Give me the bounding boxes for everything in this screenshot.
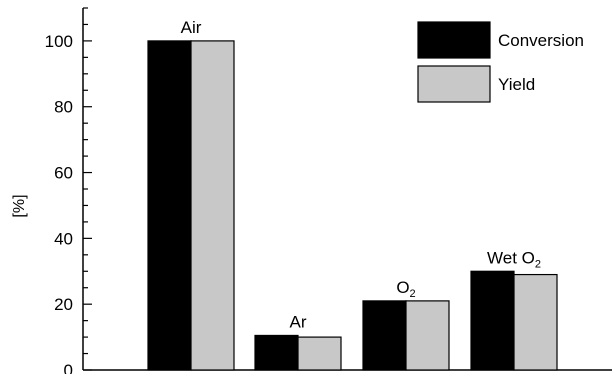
y-tick-label: 100 bbox=[45, 32, 73, 51]
bars bbox=[147, 40, 558, 371]
bar-yield-ar bbox=[297, 336, 342, 371]
legend-label-yield: Yield bbox=[498, 75, 535, 94]
y-tick-label: 60 bbox=[54, 164, 73, 183]
category-label-air: Air bbox=[181, 18, 202, 37]
y-axis-label: [%] bbox=[11, 194, 28, 217]
bar-yield-o2 bbox=[405, 300, 450, 371]
legend-swatch-conversion bbox=[417, 21, 491, 59]
category-labels: Air Ar O2 Wet O2 bbox=[181, 18, 541, 332]
category-label-o2: O2 bbox=[396, 278, 415, 300]
y-tick-label: 0 bbox=[64, 361, 73, 374]
category-label-ar: Ar bbox=[290, 312, 307, 331]
legend: Conversion Yield bbox=[417, 21, 584, 103]
y-tick-label: 40 bbox=[54, 229, 73, 248]
bar-yield-air bbox=[190, 40, 235, 371]
category-label-wet-o2: Wet O2 bbox=[487, 248, 541, 270]
bar-conversion-air bbox=[147, 40, 192, 371]
bar-conversion-ar bbox=[254, 334, 299, 371]
bar-conversion-o2 bbox=[362, 300, 407, 371]
legend-label-conversion: Conversion bbox=[498, 31, 584, 50]
y-tick-label: 80 bbox=[54, 98, 73, 117]
legend-swatch-yield bbox=[417, 65, 491, 103]
bar-yield-wet-o2 bbox=[513, 273, 558, 371]
bar-conversion-wet-o2 bbox=[470, 270, 515, 371]
y-tick-label: 20 bbox=[54, 295, 73, 314]
